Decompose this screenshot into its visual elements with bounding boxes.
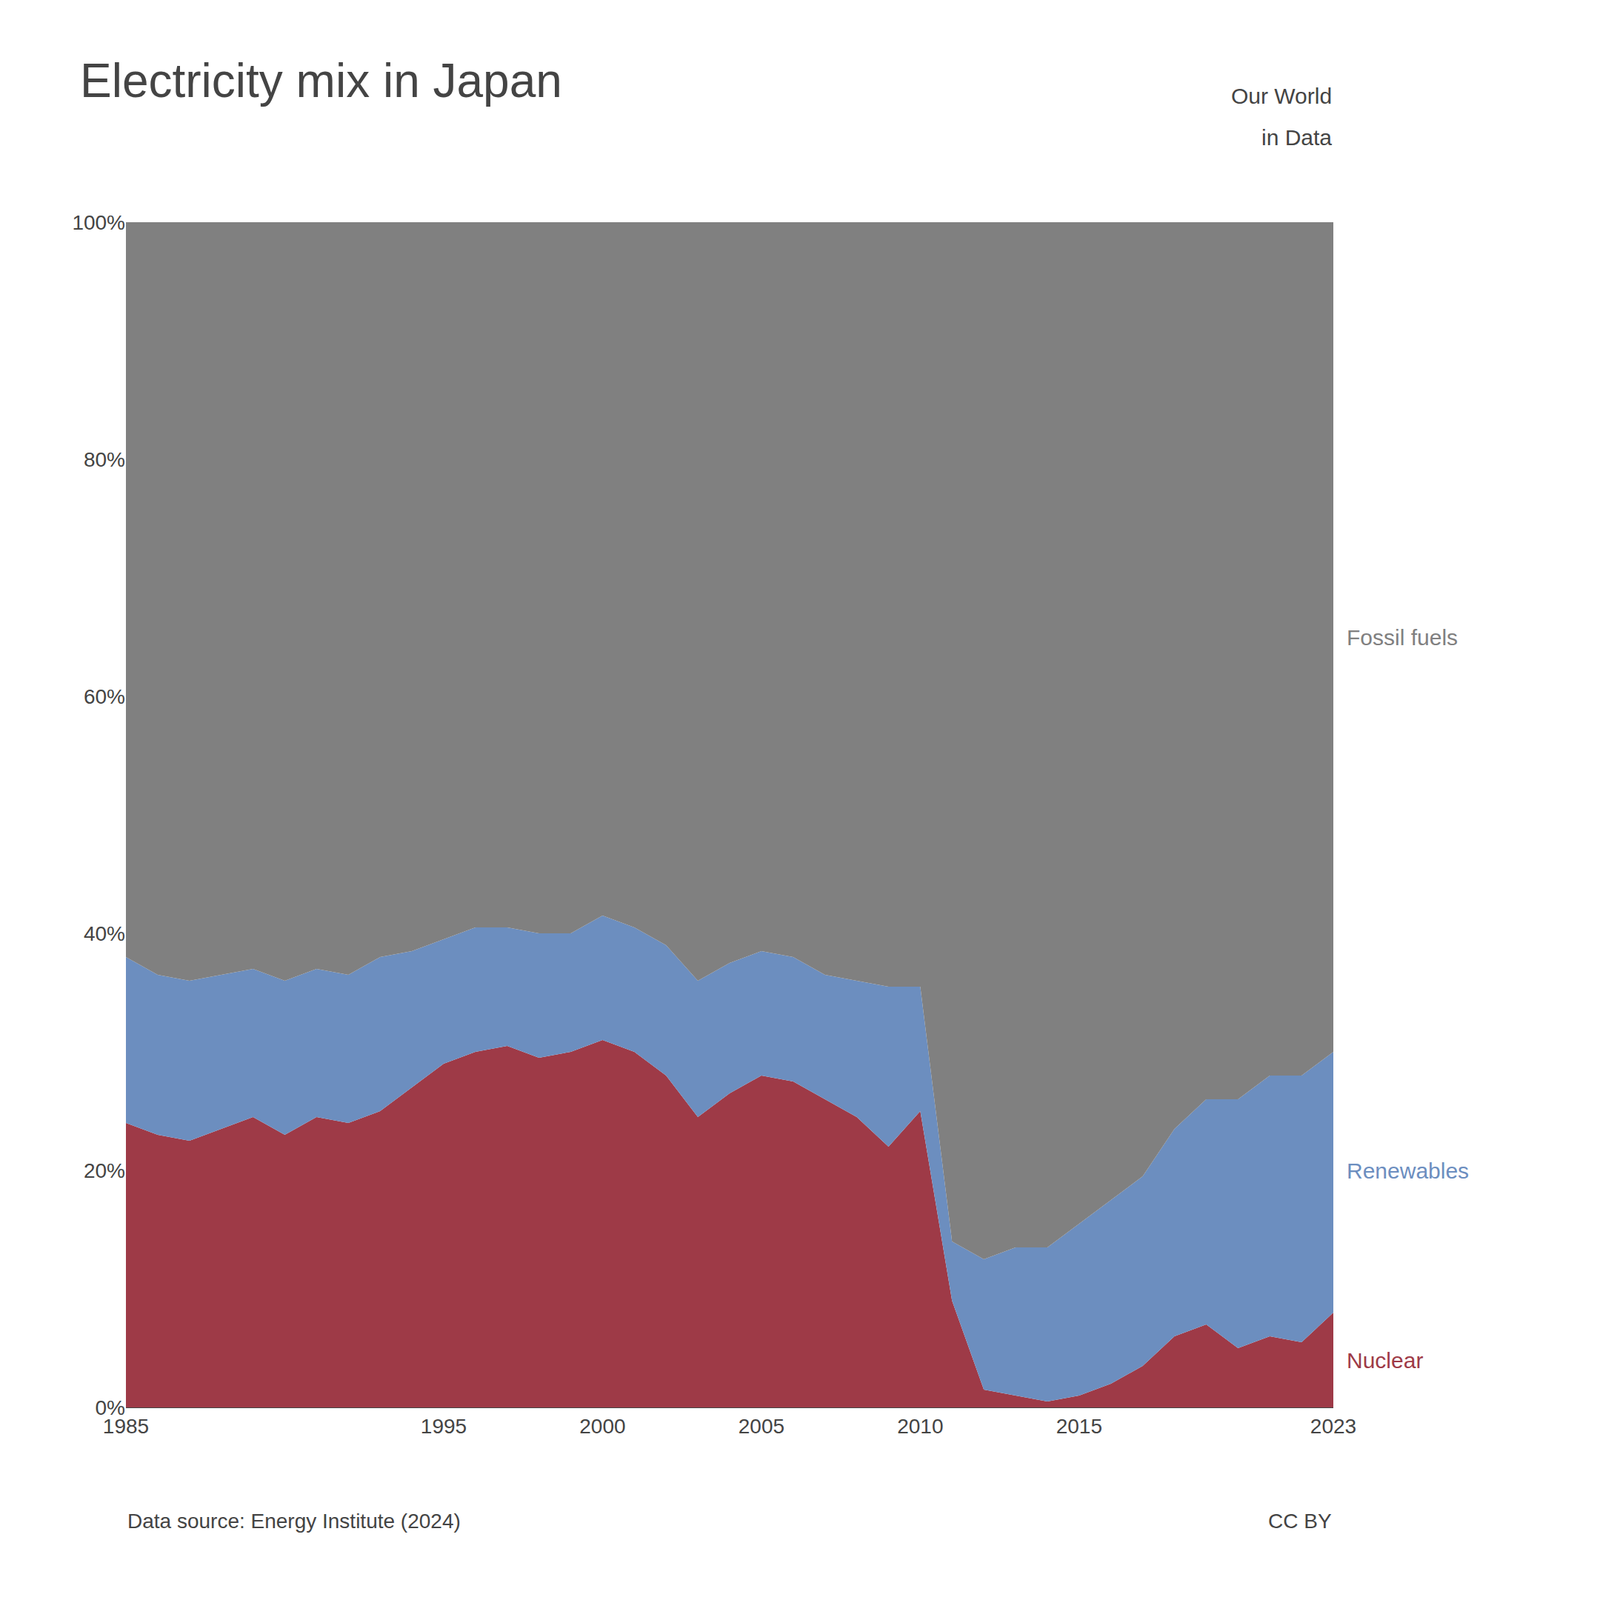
svg-text:CC BY: CC BY	[1268, 1509, 1332, 1533]
svg-text:80%: 80%	[83, 448, 126, 472]
svg-text:2005: 2005	[738, 1414, 785, 1438]
svg-text:1995: 1995	[420, 1414, 467, 1438]
svg-text:Nuclear: Nuclear	[1346, 1348, 1423, 1373]
svg-text:Renewables: Renewables	[1346, 1158, 1469, 1183]
svg-text:2023: 2023	[1310, 1414, 1357, 1438]
svg-text:Electricity mix in Japan: Electricity mix in Japan	[80, 54, 563, 108]
svg-text:100%: 100%	[71, 211, 126, 235]
svg-text:0%: 0%	[95, 1396, 126, 1420]
svg-text:2010: 2010	[897, 1414, 943, 1438]
svg-text:20%: 20%	[83, 1159, 126, 1183]
svg-text:2000: 2000	[579, 1414, 626, 1438]
svg-text:2015: 2015	[1056, 1414, 1103, 1438]
svg-text:40%: 40%	[83, 922, 126, 946]
svg-text:in Data: in Data	[1261, 125, 1332, 150]
svg-text:Our World: Our World	[1231, 83, 1332, 109]
svg-text:Data source: Energy Institute: Data source: Energy Institute (2024)	[127, 1509, 461, 1533]
svg-text:Fossil fuels: Fossil fuels	[1346, 625, 1458, 650]
svg-text:60%: 60%	[83, 685, 126, 709]
svg-text:1985: 1985	[102, 1414, 149, 1438]
